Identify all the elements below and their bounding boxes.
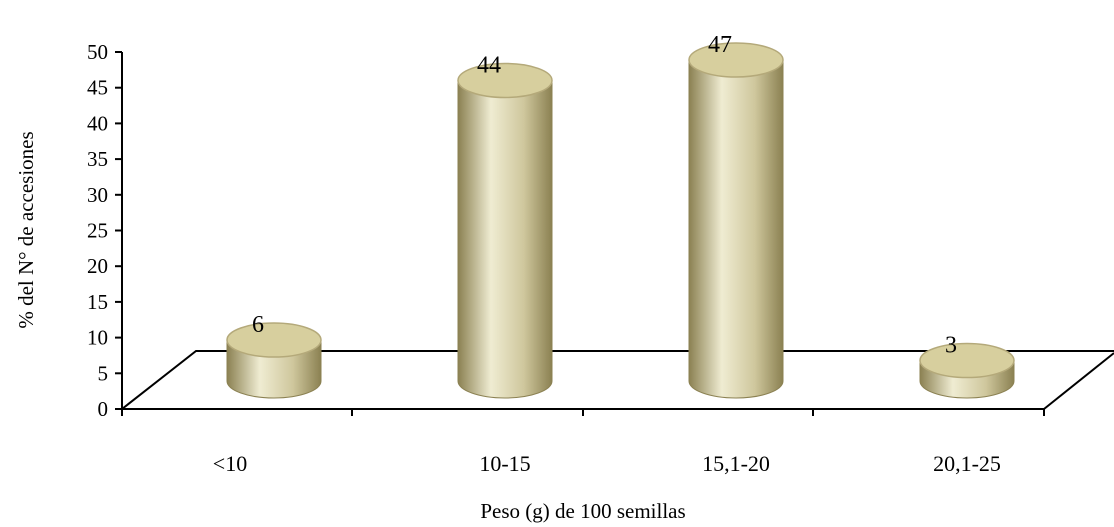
bar <box>226 322 322 399</box>
bar-top <box>457 62 553 99</box>
y-axis-ticks: 0 5 10 15 20 25 30 35 40 45 50 <box>87 40 122 421</box>
y-axis-title: % del N° de accesiones <box>14 131 38 328</box>
bar-body <box>688 59 784 399</box>
x-tick-label: 20,1-25 <box>933 451 1001 476</box>
y-tick-label: 20 <box>87 254 108 278</box>
bar <box>688 42 784 399</box>
bar <box>457 62 553 399</box>
y-tick-label: 30 <box>87 183 108 207</box>
bar-body <box>457 79 553 399</box>
bar <box>919 342 1015 399</box>
bar-top <box>226 322 322 358</box>
data-label: 44 <box>477 52 501 78</box>
y-tick-label: 35 <box>87 147 108 171</box>
bar-series <box>226 42 1015 399</box>
data-label: 6 <box>252 312 264 338</box>
x-tick-label: 15,1-20 <box>702 451 770 476</box>
y-tick-label: 0 <box>98 397 109 421</box>
x-tick-label: 10-15 <box>479 451 530 476</box>
data-labels: 6 44 47 3 <box>252 32 957 359</box>
y-tick-label: 15 <box>87 290 108 314</box>
y-tick-label: 40 <box>87 111 108 135</box>
data-label: 3 <box>945 333 957 359</box>
y-tick-label: 50 <box>87 40 108 64</box>
y-tick-label: 25 <box>87 219 108 243</box>
data-label: 47 <box>708 32 732 58</box>
x-axis-ticks <box>121 409 1045 416</box>
floor-right-edge <box>1043 352 1114 410</box>
y-tick-label: 45 <box>87 76 108 100</box>
y-tick-label: 5 <box>98 361 109 385</box>
x-axis-title: Peso (g) de 100 semillas <box>480 499 685 523</box>
floor-outline <box>121 350 1114 410</box>
x-tick-label: <10 <box>213 451 247 476</box>
bar-top <box>919 342 1015 379</box>
y-tick-label: 10 <box>87 326 108 350</box>
category-labels: <10 10-15 15,1-20 20,1-25 <box>213 451 1001 476</box>
bar-top <box>688 42 784 78</box>
